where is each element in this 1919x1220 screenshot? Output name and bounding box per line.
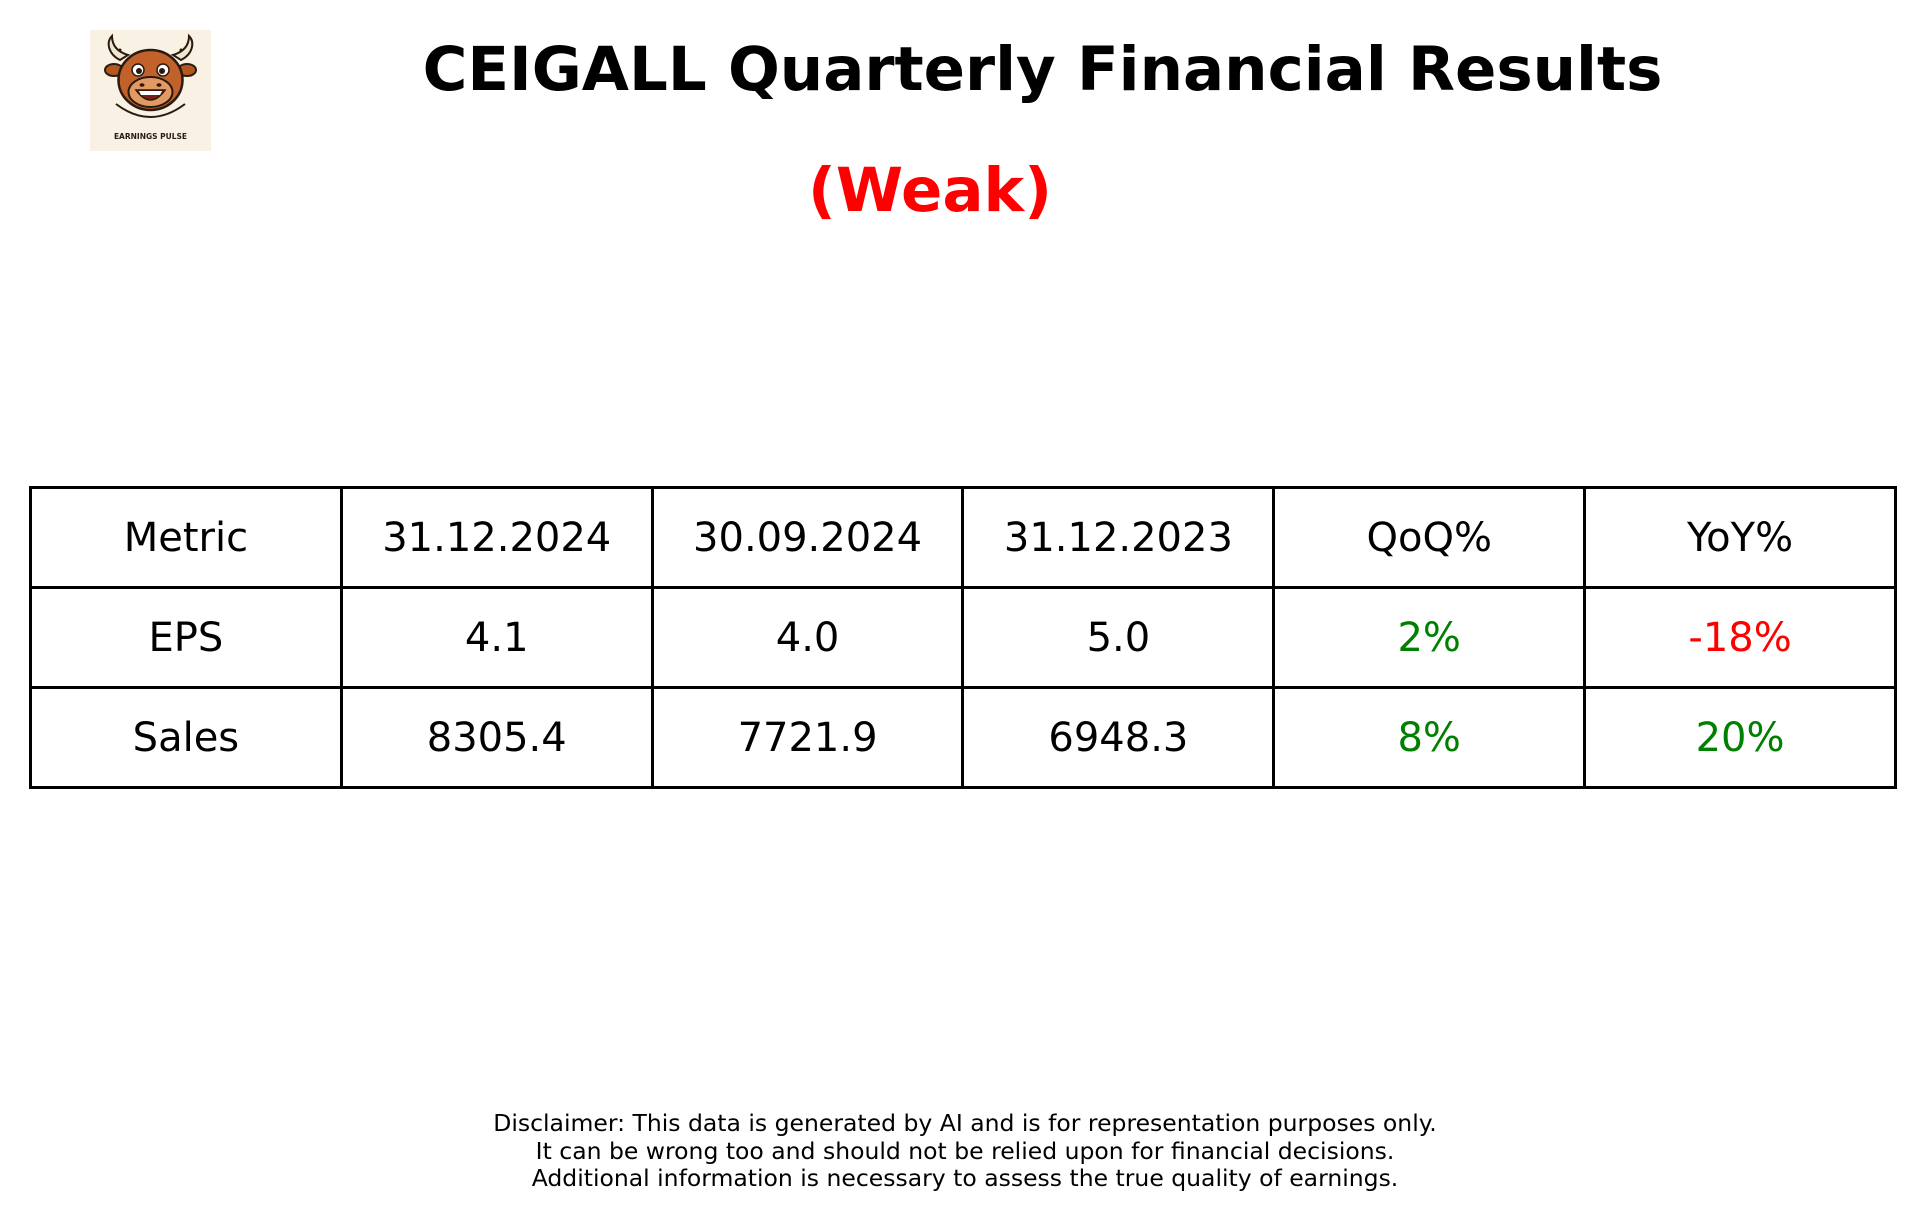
value-cell: 6948.3 bbox=[961, 686, 1276, 789]
bull-mascot-icon: EARNINGS PULSE bbox=[104, 33, 197, 141]
value-cell: 8305.4 bbox=[339, 686, 654, 789]
logo-text: EARNINGS PULSE bbox=[114, 132, 187, 141]
column-header: QoQ% bbox=[1272, 486, 1587, 589]
column-header: 31.12.2023 bbox=[961, 486, 1276, 589]
column-header: 30.09.2024 bbox=[650, 486, 965, 589]
metric-name-cell: EPS bbox=[29, 586, 343, 689]
column-header: Metric bbox=[29, 486, 343, 589]
table-header-row: Metric 31.12.2024 30.09.2024 31.12.2023 QoQ%… bbox=[29, 486, 1897, 589]
page-title: CEIGALL Quarterly Financial Results bbox=[422, 34, 1663, 105]
results-table: Metric 31.12.2024 30.09.2024 31.12.2023 QoQ%… bbox=[29, 486, 1897, 789]
value-cell: 7721.9 bbox=[650, 686, 965, 789]
disclaimer-line-3: Additional information is necessary to a… bbox=[531, 1164, 1399, 1192]
value-cell: 5.0 bbox=[961, 586, 1276, 689]
column-header: YoY% bbox=[1583, 486, 1897, 589]
value-cell: 4.1 bbox=[339, 586, 654, 689]
disclaimer-line-2: It can be wrong too and should not be re… bbox=[535, 1136, 1395, 1165]
value-cell: 4.0 bbox=[650, 586, 965, 689]
logo: EARNINGS PULSE bbox=[90, 30, 211, 151]
disclaimer: Disclaimer: This data is generated by AI… bbox=[0, 1109, 1919, 1193]
change-cell: 8% bbox=[1272, 686, 1587, 789]
disclaimer-line-1: Disclaimer: This data is generated by AI… bbox=[493, 1109, 1437, 1137]
table-row: Sales 8305.4 7721.9 6948.3 8% 20% bbox=[29, 686, 1897, 789]
rating-label: (Weak) bbox=[808, 155, 1052, 226]
column-header: 31.12.2024 bbox=[339, 486, 654, 589]
metric-name-cell: Sales bbox=[29, 686, 343, 789]
table-row: EPS 4.1 4.0 5.0 2% -18% bbox=[29, 586, 1897, 689]
change-cell: 2% bbox=[1272, 586, 1587, 689]
change-cell: -18% bbox=[1583, 586, 1897, 689]
change-cell: 20% bbox=[1583, 686, 1897, 789]
